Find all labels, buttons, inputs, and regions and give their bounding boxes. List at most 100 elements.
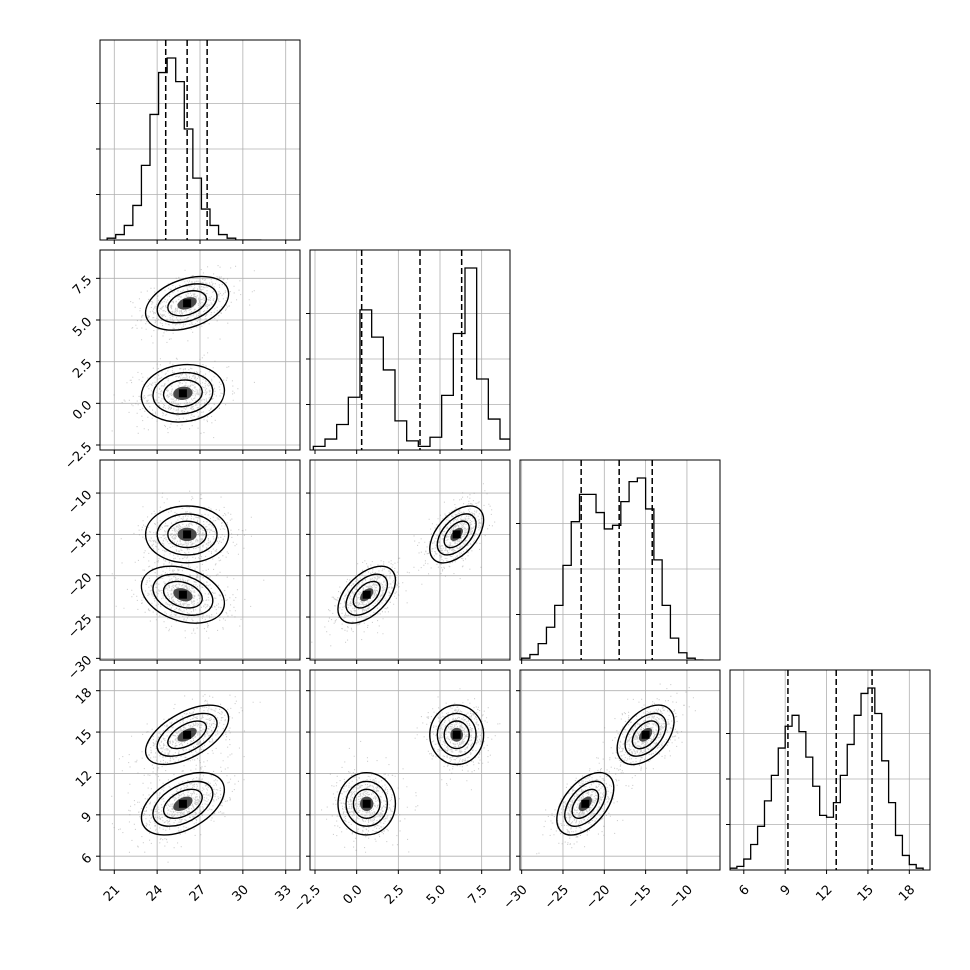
density-contour-1-1 [345, 780, 389, 827]
density-contour-1-2 [352, 580, 381, 609]
density-peak-0 [183, 730, 192, 739]
density-peak-0 [183, 530, 192, 539]
y-tick-label-1-0: −2.5 [62, 440, 95, 473]
density-contour-0-1 [436, 712, 477, 757]
x-tick-label-2-0: −30 [501, 882, 531, 912]
density-contour-0-1 [624, 712, 667, 757]
y-tick-label-2-0: −30 [65, 653, 95, 683]
panel-2-1 [306, 459, 511, 664]
y-tick-label-3-2: 12 [73, 768, 95, 790]
density-peak-1 [581, 799, 590, 808]
histogram-3 [730, 687, 924, 870]
density-contour-1-2 [352, 788, 381, 819]
scatter-points [311, 483, 496, 647]
x-tick-label-1-1: 0.0 [340, 882, 365, 907]
x-tick-label-1-0: −2.5 [291, 882, 324, 915]
y-tick-label-3-0: 6 [79, 851, 95, 867]
x-tick-label-2-1: −25 [542, 882, 572, 912]
histogram-1 [312, 267, 510, 450]
x-tick-label-0-4: 33 [272, 882, 294, 904]
density-contour-0-2 [443, 520, 470, 549]
density-contour-0-0 [429, 505, 485, 564]
density-contour-1-2 [571, 788, 600, 819]
density-contour-1-0 [140, 771, 226, 836]
hist-panel-1 [306, 249, 511, 454]
density-contour-0-1 [156, 513, 218, 556]
density-contour-1-1 [152, 371, 214, 415]
y-tick-label-3-4: 18 [73, 685, 95, 707]
density-contour-0-1 [156, 712, 218, 757]
y-tick-label-2-1: −25 [65, 612, 95, 642]
density-contour-1-0 [140, 363, 226, 423]
density-contour-1-2 [162, 580, 203, 609]
hist-frame-1 [309, 249, 511, 451]
density-peak-1 [178, 389, 187, 398]
panel-3-2 [516, 669, 721, 874]
x-tick-label-1-4: 7.5 [465, 882, 490, 907]
density-contour-0-1 [436, 513, 477, 556]
panel-frame [309, 669, 511, 871]
panel-1-0 [96, 249, 301, 454]
hist-panel-3 [726, 669, 931, 874]
density-contour-0-0 [429, 704, 485, 766]
panel-3-1 [306, 669, 511, 874]
density-contour-0-2 [631, 720, 660, 750]
density-contour-1-0 [140, 565, 226, 624]
hist-frame-2 [519, 459, 721, 661]
density-contour-0-0 [144, 704, 230, 766]
density-contour-0-2 [167, 720, 208, 750]
y-tick-label-2-2: −20 [65, 570, 95, 600]
x-tick-label-3-4: 18 [896, 882, 918, 904]
density-contour-1-0 [337, 771, 397, 836]
hist-panel-0 [96, 39, 301, 244]
density-peak-1 [178, 590, 187, 599]
density-contour-1-2 [162, 788, 203, 819]
x-tick-label-2-2: −20 [583, 882, 613, 912]
x-tick-label-1-2: 2.5 [382, 882, 407, 907]
x-tick-label-3-2: 12 [813, 882, 835, 904]
x-tick-label-0-2: 27 [187, 882, 209, 904]
density-contour-1-0 [556, 771, 615, 836]
x-tick-label-3-3: 15 [855, 882, 877, 904]
y-tick-label-2-4: −10 [65, 488, 95, 518]
y-tick-label-1-4: 7.5 [70, 273, 95, 298]
x-tick-label-0-0: 21 [101, 882, 123, 904]
density-peak-0 [452, 730, 461, 739]
density-contour-1-0 [337, 565, 397, 624]
density-contour-0-2 [443, 720, 470, 750]
density-contour-1-1 [345, 573, 389, 616]
x-tick-label-2-4: −10 [666, 882, 696, 912]
y-tick-label-3-3: 15 [73, 727, 95, 749]
histogram-2 [521, 477, 704, 660]
density-contour-0-0 [616, 704, 675, 766]
density-peak-1 [178, 799, 187, 808]
x-tick-label-1-3: 5.0 [424, 882, 449, 907]
density-peak-1 [362, 799, 371, 808]
density-peak-0 [641, 730, 650, 739]
y-tick-label-1-1: 0.0 [70, 398, 95, 423]
histogram-0 [106, 57, 262, 240]
density-contour-0-0 [144, 505, 230, 564]
density-peak-1 [362, 590, 371, 599]
hist-frame-3 [729, 669, 931, 871]
scatter-points [111, 265, 255, 439]
density-contour-1-2 [162, 379, 203, 408]
density-peak-0 [452, 530, 461, 539]
x-tick-label-0-3: 30 [230, 882, 252, 904]
y-tick-label-2-3: −15 [65, 529, 95, 559]
x-tick-label-0-1: 24 [144, 882, 166, 904]
x-tick-label-2-3: −15 [625, 882, 655, 912]
panel-3-0 [96, 669, 301, 874]
density-contour-0-0 [144, 275, 230, 331]
y-tick-label-1-2: 2.5 [70, 356, 95, 381]
density-contour-1-1 [152, 573, 214, 616]
y-tick-label-1-3: 5.0 [70, 315, 95, 340]
hist-panel-2 [516, 459, 721, 664]
x-tick-label-3-1: 9 [778, 882, 794, 898]
panel-2-0 [96, 459, 301, 664]
panel-frame [519, 669, 721, 871]
density-contour-0-2 [167, 290, 208, 317]
density-contour-0-1 [156, 283, 218, 324]
density-contour-1-1 [152, 780, 214, 827]
